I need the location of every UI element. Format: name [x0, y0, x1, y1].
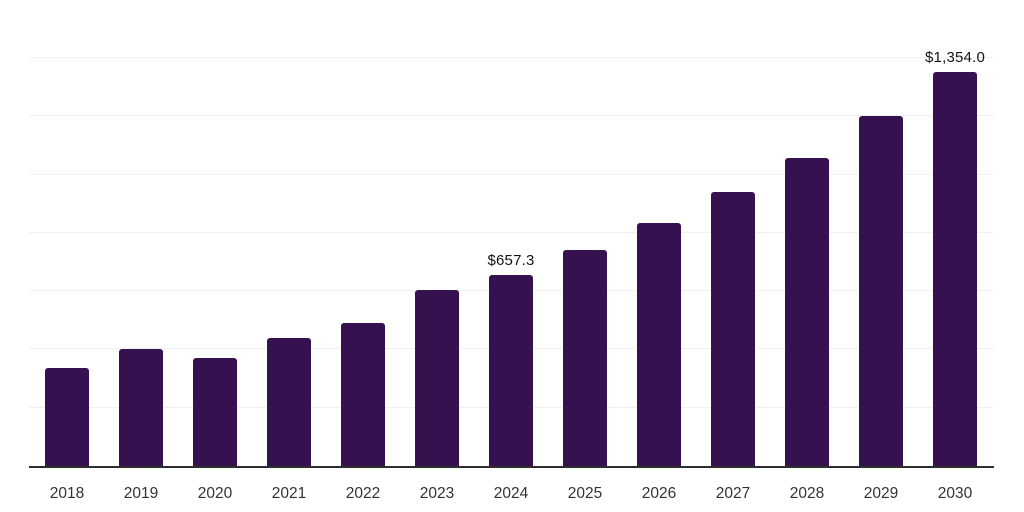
gridline — [29, 115, 994, 116]
gridline — [29, 232, 994, 233]
bar-2021 — [267, 337, 311, 466]
bar-2022 — [341, 323, 385, 466]
bar-value-label-2024: $657.3 — [487, 251, 535, 269]
gridline — [29, 174, 994, 175]
bar-value-label-2030: $1,354.0 — [925, 48, 985, 66]
x-axis-label-2030: 2030 — [937, 485, 973, 502]
bar-2023 — [415, 289, 459, 466]
x-axis-label-2023: 2023 — [419, 485, 455, 502]
x-axis-label-2022: 2022 — [345, 485, 381, 502]
x-axis-label-2029: 2029 — [863, 485, 899, 502]
bar-2029 — [859, 115, 903, 466]
x-axis-label-2028: 2028 — [789, 485, 825, 502]
x-axis-label-2024: 2024 — [493, 485, 529, 502]
x-axis-label-2019: 2019 — [123, 485, 159, 502]
x-axis-label-2025: 2025 — [567, 485, 603, 502]
x-axis-label-2020: 2020 — [197, 485, 233, 502]
bar-2018 — [45, 367, 89, 466]
x-axis-label-2026: 2026 — [641, 485, 677, 502]
x-axis-label-2021: 2021 — [271, 485, 307, 502]
plot-area: $657.3 $1,354.0 — [29, 2, 994, 468]
bar-2028 — [785, 157, 829, 466]
x-axis-label-2027: 2027 — [715, 485, 751, 502]
bar-2025 — [563, 249, 607, 466]
bar-2030 — [933, 71, 977, 466]
x-axis-label-2018: 2018 — [49, 485, 85, 502]
bar-2019 — [119, 348, 163, 466]
bar-2020 — [193, 357, 237, 466]
gridline — [29, 57, 994, 58]
bar-2026 — [637, 222, 681, 466]
bar-2024 — [489, 274, 533, 466]
bar-2027 — [711, 192, 755, 466]
